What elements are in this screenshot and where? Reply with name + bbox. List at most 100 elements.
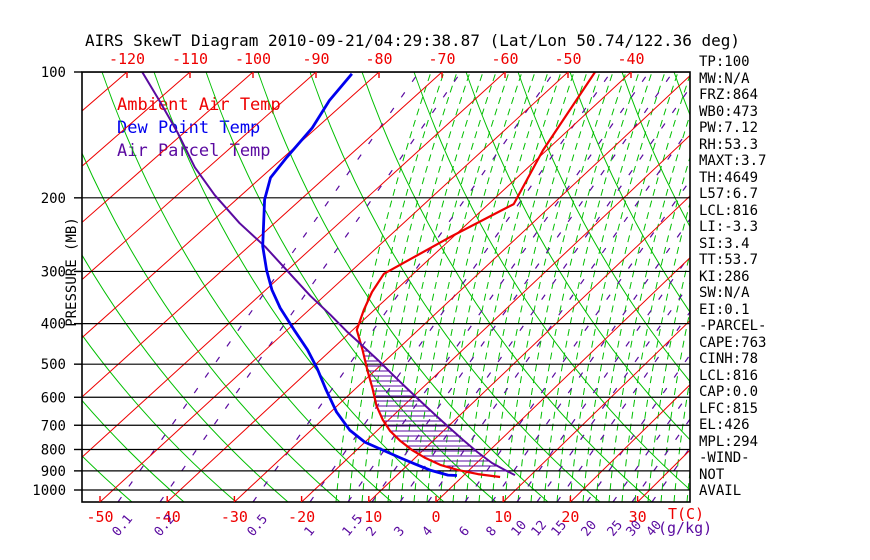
dry-adiabat-line [465, 72, 690, 441]
mixing-ratio-tick-label: 12 [529, 518, 551, 540]
mixing-ratio-line [347, 72, 650, 502]
moist-adiabat-line [413, 72, 510, 502]
stat-line: LCL:816 [699, 367, 759, 384]
moist-adiabat-line [400, 72, 497, 502]
moist-adiabat-line [686, 467, 690, 502]
dry-adiabat-line [205, 72, 497, 502]
dry-adiabat-line [673, 72, 690, 117]
pressure-tick-label: 700 [41, 418, 66, 434]
isotherm-line [82, 72, 254, 224]
moist-adiabat-line [374, 72, 471, 502]
stat-line: RH:53.3 [699, 136, 759, 153]
temp-bottom-tick-label: 30 [629, 508, 647, 526]
stat-line: L57:6.7 [699, 186, 759, 202]
temp-top-tick-label: -50 [554, 50, 581, 68]
isotherm-line [82, 72, 191, 167]
mixing-ratio-tick-label: 3 [392, 524, 409, 540]
stat-line: TH:4649 [699, 169, 759, 186]
dry-adiabat-line [517, 72, 690, 383]
mixing-ratio-tick-label: 20 [579, 518, 601, 540]
dry-adiabat-line [413, 72, 690, 491]
temp-bottom-tick-label: -10 [355, 508, 382, 526]
moist-adiabat-line [595, 73, 690, 502]
temp-top-tick-label: -120 [109, 50, 145, 68]
pressure-tick-label: 600 [41, 390, 66, 406]
moist-adiabat-line [465, 72, 562, 502]
dry-adiabat-line [82, 151, 341, 502]
stat-line: FRZ:864 [699, 87, 759, 103]
isotherm-line [502, 319, 690, 502]
mixing-ratio-tick-label: 25 [605, 518, 627, 540]
moist-adiabat-line [426, 72, 523, 502]
dry-adiabat-line [82, 334, 237, 502]
mixing-ratio-tick-label: 4 [420, 524, 437, 540]
stat-line: AVAIL [699, 483, 742, 499]
moist-adiabat-line [556, 72, 653, 502]
moist-adiabat-line [491, 72, 588, 502]
chart-title: AIRS SkewT Diagram 2010-09-21/04:29:38.8… [85, 31, 741, 50]
moist-adiabat-line [504, 72, 601, 502]
stat-line: CINH:78 [699, 351, 759, 367]
temp-top-tick-label: -80 [365, 50, 392, 68]
pressure-tick-label: 100 [41, 65, 66, 81]
dry-adiabat-line [830, 72, 870, 502]
isotherm-line [99, 72, 569, 502]
stat-line: -WIND- [699, 450, 750, 466]
mixing-ratio-line [399, 86, 690, 502]
cape-hatch-area [362, 350, 507, 472]
mixing-ratio-line [371, 72, 674, 502]
isotherm-line [301, 134, 690, 502]
temp-bottom-tick-label: -30 [221, 508, 248, 526]
moist-adiabat-line [660, 308, 690, 502]
stat-line: MAXT:3.7 [699, 153, 767, 169]
dry-adiabat-line [153, 72, 445, 502]
isotherm-line [82, 72, 317, 281]
plot-border [81, 71, 691, 503]
isotherm-line [234, 75, 690, 502]
moist-adiabat-line [582, 72, 679, 502]
mixing-ratio-tick-label: 0.5 [245, 512, 272, 540]
stat-line: KI:286 [699, 268, 750, 285]
pressure-tick-label: 300 [41, 264, 66, 280]
stat-line: SW:N/A [699, 285, 750, 301]
dry-adiabat-line [778, 72, 870, 502]
moist-adiabat-line [439, 72, 536, 502]
stat-line: TT:53.7 [699, 252, 759, 268]
stat-line: WB0:473 [699, 103, 759, 120]
isotherm-line [368, 195, 690, 502]
stat-line: NOT [699, 466, 725, 483]
moist-adiabat-line [543, 72, 640, 502]
dry-adiabat-line [726, 72, 870, 502]
moist-adiabat-line [647, 251, 690, 502]
isotherm-line [82, 72, 506, 458]
mixing-ratio-line [556, 310, 690, 502]
stat-line: LCL:816 [699, 202, 759, 219]
pressure-tick-label: 900 [41, 464, 66, 480]
isotherm-line [570, 384, 690, 502]
mixing-ratio-line [612, 390, 690, 502]
isotherm-line [772, 72, 870, 502]
dry-adiabat-line [569, 72, 690, 313]
legend-item-air-parcel-temp: Air Parcel Temp [117, 141, 271, 161]
stat-line: MW:N/A [699, 70, 750, 87]
moist-adiabat-line [517, 72, 614, 502]
isotherm-line [82, 72, 380, 339]
mixing-ratio-tick-label: 1 [302, 524, 319, 540]
stat-line: -PARCEL- [699, 318, 767, 334]
temp-top-tick-label: -100 [235, 50, 271, 68]
moist-adiabat-line [569, 72, 666, 502]
stat-line: TP:100 [699, 54, 750, 70]
moist-adiabat-line [387, 72, 484, 502]
pressure-tick-label: 200 [41, 191, 66, 207]
mixing-ratio-line [651, 446, 690, 502]
ambient-air-temp-curve [355, 72, 597, 479]
stat-line: LI:-3.3 [699, 219, 759, 235]
air-parcel-temp-curve [141, 72, 516, 476]
mixing-ratio-line [159, 72, 462, 502]
dry-adiabat-line [309, 72, 601, 502]
isotherm-line [637, 449, 690, 502]
moist-adiabat-line [335, 72, 432, 502]
stat-line: EL:426 [699, 417, 750, 433]
isotherm-line [0, 72, 64, 502]
